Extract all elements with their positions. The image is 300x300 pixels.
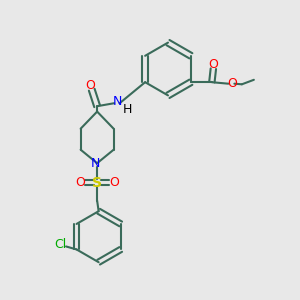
Text: S: S (92, 176, 102, 190)
Text: O: O (227, 77, 237, 90)
Text: H: H (122, 103, 132, 116)
Text: N: N (112, 95, 122, 108)
Text: O: O (109, 176, 119, 189)
Text: O: O (208, 58, 218, 71)
Text: O: O (85, 79, 95, 92)
Text: O: O (75, 176, 85, 189)
Text: N: N (91, 157, 100, 170)
Text: Cl: Cl (55, 238, 67, 251)
